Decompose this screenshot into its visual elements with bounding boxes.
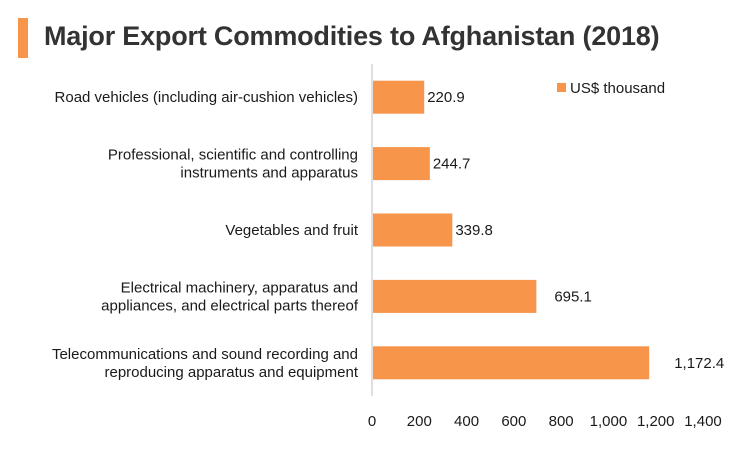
x-tick-label: 1,400 bbox=[684, 413, 722, 430]
x-tick-label: 200 bbox=[407, 413, 432, 430]
x-tick-label: 1,000 bbox=[590, 413, 628, 430]
category-label: Electrical machinery, apparatus and bbox=[121, 279, 358, 296]
x-tick-label: 0 bbox=[368, 413, 376, 430]
category-label: Road vehicles (including air-cushion veh… bbox=[55, 89, 358, 106]
x-tick-label: 1,200 bbox=[637, 413, 675, 430]
category-label: Vegetables and fruit bbox=[225, 222, 358, 239]
category-label: Professional, scientific and controlling bbox=[108, 147, 358, 164]
title-accent-bar bbox=[18, 18, 28, 58]
bar bbox=[373, 279, 537, 313]
bar bbox=[373, 80, 425, 114]
bar bbox=[373, 213, 453, 247]
value-label: 339.8 bbox=[455, 222, 493, 239]
value-label: 695.1 bbox=[554, 288, 592, 305]
category-label: instruments and apparatus bbox=[180, 165, 358, 182]
category-label: reproducing apparatus and equipment bbox=[104, 364, 358, 381]
bars-group bbox=[373, 80, 650, 380]
value-label: 244.7 bbox=[433, 156, 471, 173]
legend-swatch bbox=[557, 83, 566, 92]
chart-title: Major Export Commodities to Afghanistan … bbox=[44, 21, 660, 51]
legend: US$ thousand bbox=[557, 80, 665, 97]
category-label: Telecommunications and sound recording a… bbox=[52, 346, 358, 363]
bar bbox=[373, 147, 430, 181]
category-labels: Road vehicles (including air-cushion veh… bbox=[52, 89, 359, 381]
category-label: appliances, and electrical parts thereof bbox=[101, 297, 359, 314]
legend-label: US$ thousand bbox=[570, 80, 665, 97]
value-label: 220.9 bbox=[427, 89, 465, 106]
value-labels: 220.9 244.7 339.8 695.1 1,172.4 bbox=[427, 89, 724, 372]
value-label: 1,172.4 bbox=[674, 355, 724, 372]
x-tick-labels: 0 200 400 600 800 1,000 1,200 1,400 bbox=[368, 413, 722, 430]
x-tick-label: 400 bbox=[454, 413, 479, 430]
bar bbox=[373, 346, 650, 380]
x-tick-label: 800 bbox=[549, 413, 574, 430]
x-tick-label: 600 bbox=[501, 413, 526, 430]
